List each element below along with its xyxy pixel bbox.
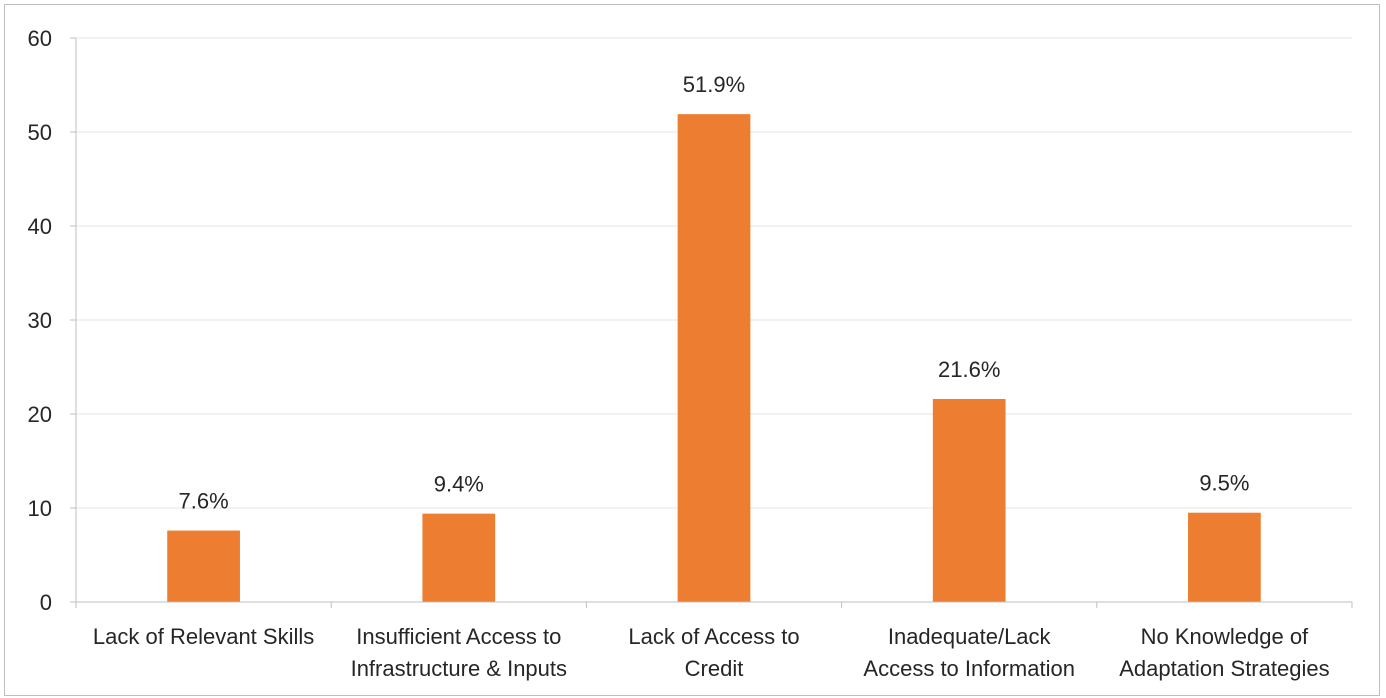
y-tick-label-30: 30 xyxy=(28,308,52,333)
x-category-label-1-line-1: Infrastructure & Inputs xyxy=(351,656,567,681)
y-axis-tick-labels: 0 10 20 30 40 50 60 xyxy=(28,26,52,615)
y-tick-label-0: 0 xyxy=(40,590,52,615)
y-tick-label-50: 50 xyxy=(28,120,52,145)
y-tick-label-40: 40 xyxy=(28,214,52,239)
y-tick-label-10: 10 xyxy=(28,496,52,521)
x-category-label-0-line-0: Lack of Relevant Skills xyxy=(93,624,314,649)
data-label-2: 51.9% xyxy=(683,72,745,97)
axes xyxy=(70,37,1353,608)
y-tick-label-60: 60 xyxy=(28,26,52,51)
data-label-3: 21.6% xyxy=(938,357,1000,382)
x-category-label-2-line-0: Lack of Access to xyxy=(628,624,799,649)
x-category-label-1-line-0: Insufficient Access to xyxy=(356,624,561,649)
x-axis-category-labels: Lack of Relevant Skills Insufficient Acce… xyxy=(93,624,1330,681)
data-label-0: 7.6% xyxy=(179,489,229,514)
bar-1 xyxy=(422,513,496,602)
bar-2 xyxy=(677,114,751,602)
x-category-label-2-line-1: Credit xyxy=(685,656,744,681)
bar-4 xyxy=(1188,512,1261,602)
x-category-label-4-line-1: Adaptation Strategies xyxy=(1119,656,1329,681)
data-label-4: 9.5% xyxy=(1199,471,1249,496)
y-tick-label-20: 20 xyxy=(28,402,52,427)
data-label-1: 9.4% xyxy=(434,472,484,497)
bar-3 xyxy=(932,398,1006,602)
x-category-label-4-line-0: No Knowledge of xyxy=(1141,624,1309,649)
bar-0 xyxy=(167,530,240,602)
data-labels: 7.6% 9.4% 51.9% 21.6% 9.5% xyxy=(179,72,1250,513)
x-category-label-3-line-0: Inadequate/Lack xyxy=(888,624,1052,649)
x-category-label-3-line-1: Access to Information xyxy=(863,656,1075,681)
bars xyxy=(167,114,1261,602)
